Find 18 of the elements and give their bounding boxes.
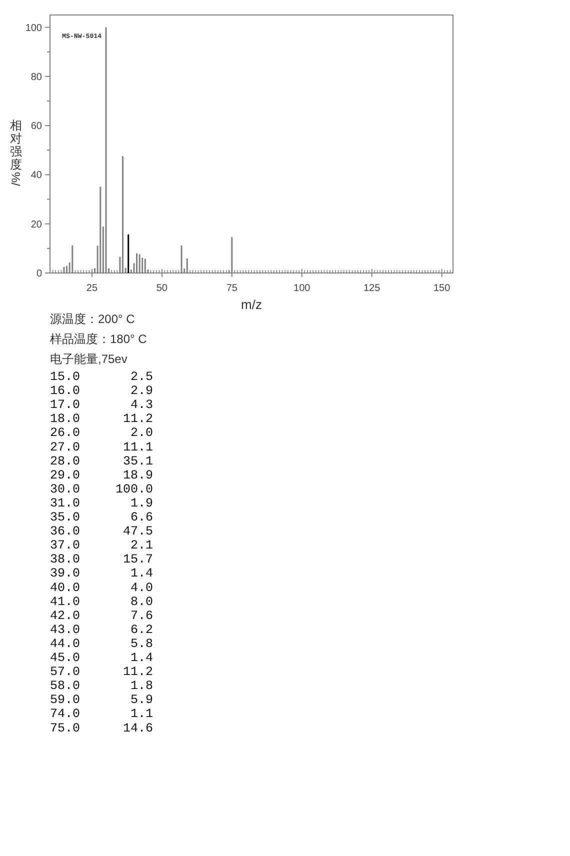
x-tick-label: 50	[156, 283, 168, 294]
y-tick-label: 100	[25, 22, 42, 34]
text: 样品温度：180° C	[50, 332, 148, 346]
y-tick-label: 60	[30, 121, 42, 132]
x-tick-label: 150	[433, 283, 451, 294]
y-tick-label: 20	[30, 219, 42, 230]
y-tick-label: 80	[30, 72, 42, 83]
text: 源温度：200° C	[50, 312, 136, 326]
value-table: 15.0 2.5 16.0 2.9 17.0 4.3 18.0 11.2 26.0 2.0 27.0 11.1 28.0 35.1 29.0 18.9 30.0 100.0 31.0 1.9 35.0 6.6 36.0 47.5 37.0 2.1 38.0 15.7 39.0 1.4 40.0 4.0 41.0 8.0 42.0 7.6 43.0 6.2 44.0 5.8 45.0 1.4 57.0 11.2 58.0 1.8 59.0 5.9 74.0 1.1 75.0 14.6	[50, 370, 153, 736]
y-axis-title: 相对强度/%	[9, 118, 23, 186]
x-tick-label: 125	[363, 283, 381, 294]
y-tick-label: 40	[30, 170, 42, 182]
x-axis-title: m/z	[241, 297, 262, 312]
x-tick-label: 100	[294, 283, 311, 294]
y-tick-label: 0	[36, 268, 42, 280]
text: 电子能量,75ev	[50, 352, 128, 366]
x-tick-label: 25	[86, 283, 98, 294]
x-tick-label: 75	[226, 283, 238, 294]
